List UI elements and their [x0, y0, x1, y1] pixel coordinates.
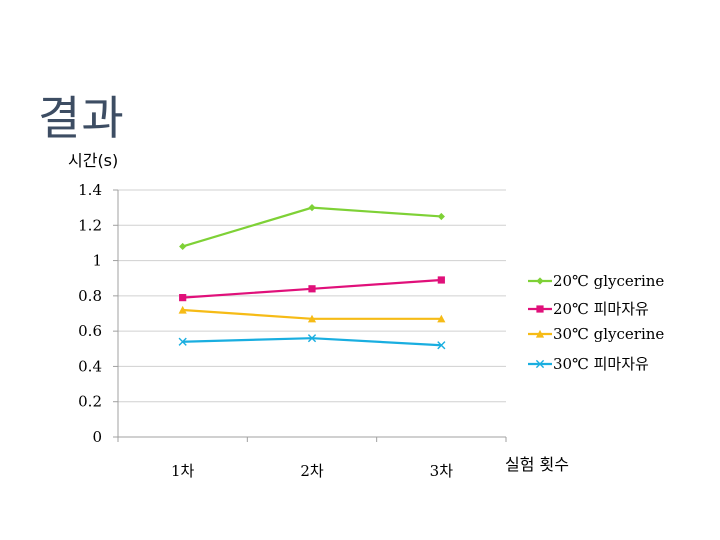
x-tick-label: 1차 [171, 462, 195, 480]
y-tick-label: 0.8 [78, 287, 102, 305]
y-tick-label: 0 [92, 428, 102, 446]
axes: 0 0.2 0.4 0.6 0.8 1 1.2 1.4 1차 2차 3차 시간(s) 실험 횟수 [68, 151, 569, 480]
x-tick-label: 2차 [300, 462, 324, 480]
series-line [179, 276, 445, 302]
data-point [437, 341, 446, 350]
data-point [178, 337, 187, 346]
y-tick-label: 0.6 [78, 322, 102, 340]
y-tick-label: 1.2 [78, 216, 102, 234]
data-point [308, 204, 316, 212]
x-axis-title: 실험 횟수 [505, 455, 569, 474]
data-point [308, 285, 316, 293]
series-lines [178, 204, 446, 350]
y-tick-label: 1 [92, 252, 102, 270]
data-point [536, 277, 544, 285]
legend: 20℃ glycerine 20℃ 피마자유 30℃ glycerine 30℃ 피마… [528, 272, 664, 373]
data-point [536, 305, 544, 313]
y-tick-label: 1.4 [78, 181, 102, 199]
data-point [437, 276, 445, 284]
data-point [535, 329, 545, 338]
legend-item: 30℃ glycerine [528, 325, 664, 343]
legend-item: 20℃ 피마자유 [528, 300, 649, 318]
legend-label: 20℃ glycerine [553, 272, 664, 290]
legend-label: 20℃ 피마자유 [553, 300, 649, 318]
data-point [178, 305, 187, 314]
x-tick-label: 3차 [430, 462, 454, 480]
data-point [307, 314, 317, 323]
legend-item: 20℃ glycerine [528, 272, 664, 290]
data-point [179, 294, 187, 302]
data-point [437, 314, 446, 323]
data-point [437, 212, 445, 221]
y-tick-label: 0.4 [78, 357, 102, 375]
y-axis-title: 시간(s) [68, 151, 118, 170]
slide-title: 결과 [38, 91, 125, 145]
data-point [179, 242, 187, 251]
data-point [535, 359, 545, 369]
legend-label: 30℃ 피마자유 [553, 355, 649, 373]
series-line [179, 204, 445, 251]
data-point [307, 334, 317, 343]
series-line [178, 334, 446, 350]
series-line [178, 305, 446, 323]
y-tick-label: 0.2 [78, 393, 102, 411]
legend-label: 30℃ glycerine [553, 325, 664, 343]
legend-item: 30℃ 피마자유 [528, 355, 649, 373]
gridlines [118, 189, 506, 403]
